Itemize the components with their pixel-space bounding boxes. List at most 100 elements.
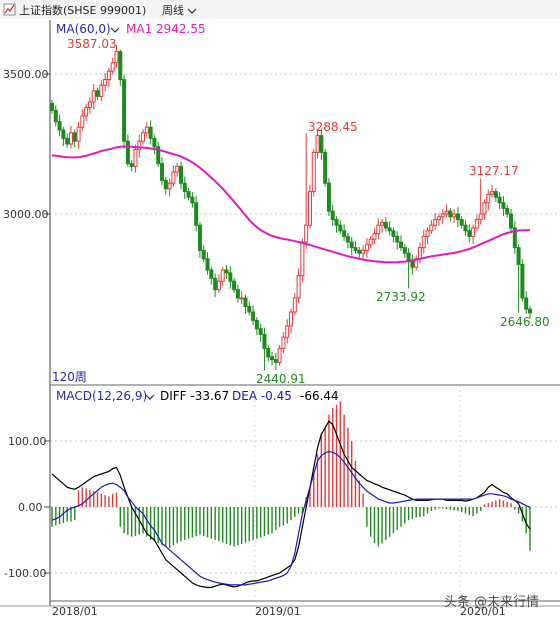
candle-body	[387, 227, 392, 232]
candle-body	[486, 193, 491, 204]
candle-body	[125, 140, 130, 165]
candle-body	[436, 216, 441, 221]
period-count-label: 120周	[52, 370, 87, 384]
candle-body	[224, 269, 229, 274]
candle-body	[349, 241, 354, 249]
candle-body	[232, 280, 237, 291]
candle-body	[281, 336, 286, 349]
candle-body	[277, 347, 282, 363]
macd-tick-0: 0.00	[18, 501, 50, 514]
candle-body	[171, 171, 176, 184]
candle-body	[68, 132, 73, 145]
candle-body	[106, 70, 111, 81]
candle-body	[323, 151, 328, 184]
candle-body	[520, 263, 525, 299]
low-label-2440: 2440.91	[256, 372, 306, 386]
candle-body	[258, 328, 263, 335]
candle-body	[209, 269, 214, 279]
low-label-2733: 2733.92	[376, 290, 426, 304]
candle-body	[160, 163, 165, 181]
candle-body	[216, 280, 221, 291]
candle-body	[72, 132, 77, 142]
candle-body	[425, 230, 430, 237]
grid-lines	[50, 73, 560, 601]
watermark: 头条 @未来行情	[444, 594, 539, 610]
candle-body	[65, 137, 70, 145]
high-label-3127: 3127.17	[469, 164, 519, 178]
candle-body	[205, 258, 210, 271]
candle-body	[338, 224, 343, 232]
candle-body	[330, 210, 335, 221]
candle-body	[190, 196, 195, 204]
macd-histogram	[51, 401, 531, 551]
high-label-3288: 3288.45	[308, 120, 358, 134]
candle-body	[372, 233, 377, 240]
macd-label[interactable]: MACD(12,26,9)	[56, 389, 147, 403]
candle-body	[474, 219, 479, 229]
candle-body	[368, 238, 373, 246]
candle-body	[76, 126, 81, 142]
candle-body	[326, 182, 331, 212]
candle-body	[254, 319, 259, 330]
candle-body	[175, 165, 180, 173]
candle-body	[512, 227, 517, 249]
candle-body	[118, 51, 123, 81]
diff-line	[51, 420, 531, 589]
candle-body	[433, 219, 438, 226]
candle-body	[357, 249, 362, 254]
ma-chevron-down-icon[interactable]	[110, 27, 120, 33]
macd-tick-neg100: -100.00	[4, 567, 50, 580]
candle-body	[315, 135, 320, 153]
candle-body	[482, 202, 487, 215]
candle-body	[163, 179, 168, 190]
candle-body	[50, 102, 54, 111]
candle-body	[228, 272, 233, 282]
low-label-2646: 2646.80	[500, 315, 550, 329]
candle-body	[91, 90, 96, 103]
candle-body	[448, 210, 453, 218]
candle-body	[114, 51, 119, 64]
candle-body	[110, 62, 115, 72]
ytick-label: -100.00	[4, 567, 46, 580]
candle-body	[262, 333, 267, 349]
candle-body	[402, 247, 407, 254]
candle-body	[186, 191, 191, 198]
period-select[interactable]: 周线	[162, 3, 184, 17]
candle-body	[235, 289, 240, 299]
ytick-label: 3000.00	[3, 208, 49, 221]
candle-body	[270, 356, 275, 361]
candlesticks	[50, 44, 532, 371]
candle-body	[516, 247, 521, 265]
candle-body	[194, 202, 199, 226]
xtick-label: 2018/01	[52, 605, 98, 618]
candle-body	[345, 235, 350, 243]
candle-body	[528, 308, 532, 314]
candle-body	[452, 213, 457, 218]
candle-body	[490, 191, 495, 195]
candle-body	[478, 213, 483, 221]
candle-body	[239, 297, 244, 300]
candle-body	[182, 182, 187, 193]
candle-body	[353, 247, 358, 251]
candle-body	[455, 213, 460, 221]
candle-body	[497, 196, 502, 204]
candle-body	[307, 191, 312, 226]
candle-body	[137, 140, 142, 151]
candle-body	[334, 219, 339, 226]
candle-body	[156, 146, 161, 165]
candle-body	[467, 230, 472, 237]
candle-body	[122, 79, 127, 142]
title-text: 上证指数(SHSE 999001)	[19, 3, 146, 17]
ma-label[interactable]: MA(60,0)	[56, 22, 111, 36]
candle-body	[319, 135, 324, 153]
candle-body	[273, 359, 278, 363]
chevron-down-icon[interactable]	[187, 8, 197, 14]
candle-body	[129, 163, 134, 167]
candle-body	[391, 230, 396, 237]
ma-line	[51, 145, 531, 264]
candle-body	[61, 129, 66, 139]
macd-chevron-down-icon[interactable]	[145, 394, 155, 400]
dea-line	[51, 450, 531, 586]
